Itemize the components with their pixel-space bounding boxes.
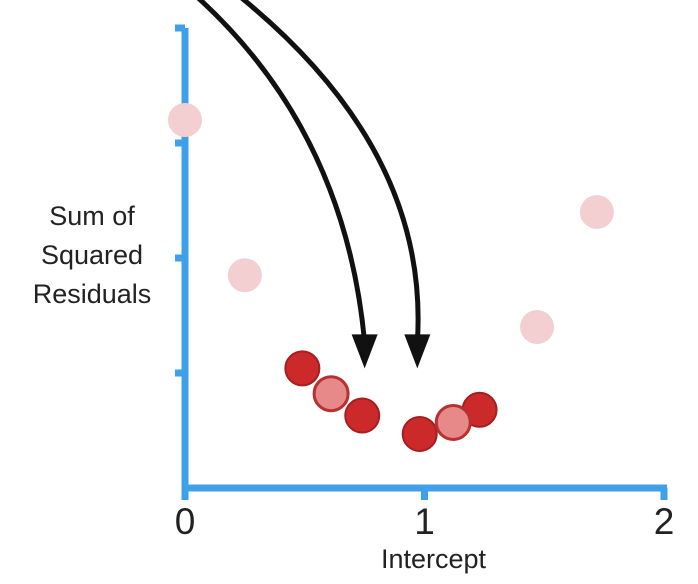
arrow-1 bbox=[240, 0, 421, 345]
points-layer bbox=[168, 103, 614, 452]
x-axis-title: Intercept bbox=[381, 544, 487, 574]
highlight-point-1 bbox=[344, 397, 381, 434]
faded-point-2 bbox=[520, 310, 555, 344]
midpoint-point-1 bbox=[434, 403, 472, 441]
arrowhead-0 bbox=[351, 334, 378, 369]
faded-point-1 bbox=[227, 258, 262, 293]
faded-point-0 bbox=[168, 103, 202, 137]
y-axis-title-line-2: Residuals bbox=[33, 279, 152, 309]
midpoint-point-0 bbox=[312, 375, 350, 413]
x-tick-label-0: 0 bbox=[175, 501, 196, 542]
y-axis-title-line-0: Sum of bbox=[49, 201, 135, 231]
labels-layer: 0 1 2 Intercept Sum of Squared Residuals bbox=[33, 201, 675, 574]
x-tick-label-1: 1 bbox=[414, 501, 435, 542]
highlight-point-2 bbox=[401, 415, 438, 452]
highlight-point-0 bbox=[284, 350, 321, 387]
x-tick-label-2: 2 bbox=[654, 501, 675, 542]
faded-point-3 bbox=[579, 195, 614, 229]
y-axis-title: Sum of Squared Residuals bbox=[33, 201, 152, 309]
arrows-layer bbox=[196, 0, 431, 369]
y-axis-title-line-1: Squared bbox=[41, 240, 143, 270]
arrowhead-1 bbox=[404, 334, 431, 369]
arrow-0 bbox=[196, 0, 368, 345]
